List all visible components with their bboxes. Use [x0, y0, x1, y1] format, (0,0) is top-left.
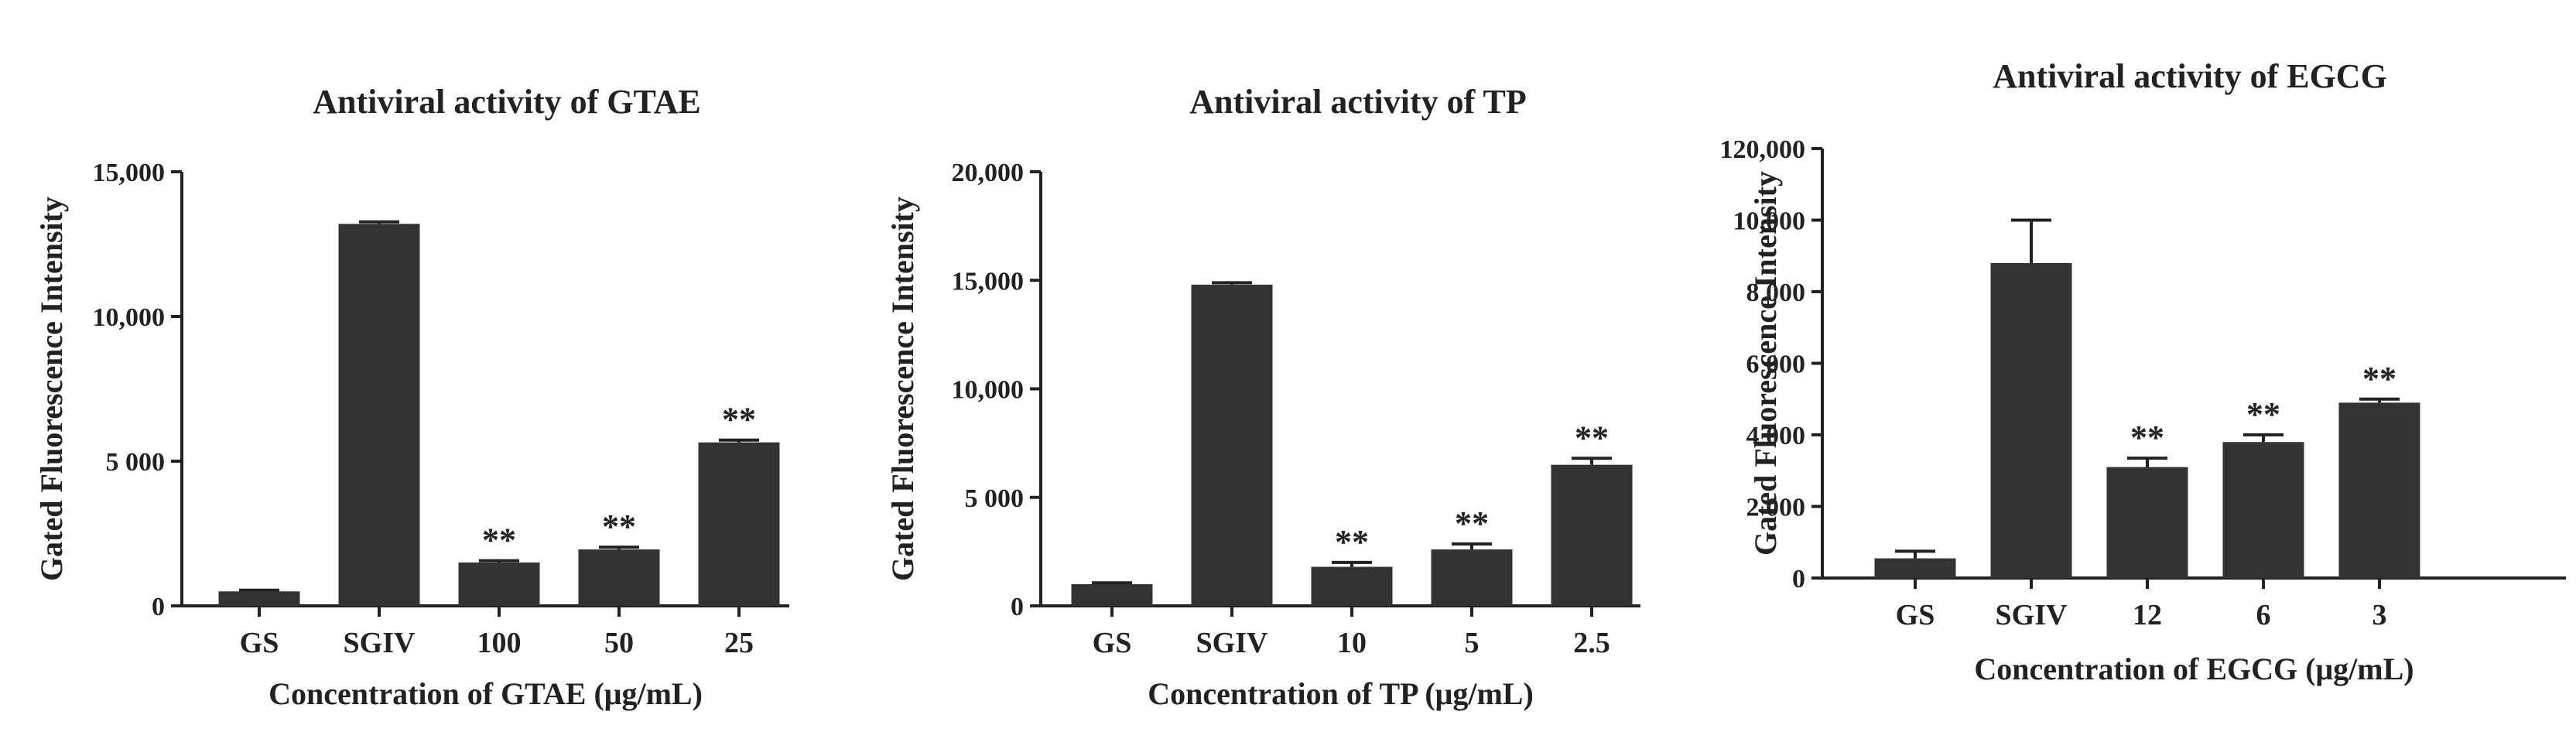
bar-GS	[1071, 583, 1153, 606]
y-tick-label: 6 000	[1746, 351, 1806, 379]
y-tick-label: 4 000	[1746, 422, 1806, 450]
x-tick-label: 12	[2133, 599, 2162, 631]
x-axis-label: Concentration of GTAE (μg/mL)	[269, 676, 703, 711]
x-tick-label: GS	[1896, 599, 1935, 631]
significance-marker: **	[1455, 505, 1489, 542]
x-tick-label: GS	[240, 627, 279, 659]
significance-marker: **	[602, 508, 636, 546]
bar-3	[2338, 402, 2420, 578]
x-axis-label: Concentration of EGCG (μg/mL)	[1974, 652, 2414, 686]
significance-marker: **	[2130, 419, 2164, 457]
x-tick-label: 2.5	[1573, 627, 1610, 659]
x-tick-label: 3	[2372, 599, 2387, 631]
chart-panel-2: Antiviral activity of TP Gated Fluorescen…	[885, 83, 1640, 711]
y-tick-label: 15,000	[93, 159, 166, 187]
y-tick-label: 10,000	[952, 376, 1025, 405]
y-tick-label: 120,000	[1720, 135, 1806, 164]
significance-marker: **	[1575, 419, 1609, 457]
x-tick-label: 100	[477, 627, 522, 659]
bar-100	[458, 562, 540, 606]
bar-GS	[1874, 558, 1956, 578]
y-tick-label: 5 000	[965, 484, 1025, 513]
y-tick-label: 10,000	[93, 303, 166, 332]
significance-marker: **	[2246, 395, 2280, 433]
y-axis-label: Gated Fluorescence Intensity	[34, 197, 69, 581]
y-axis-label: Gated Fluorescence Intensity	[885, 197, 920, 581]
bar-12	[2106, 467, 2188, 578]
x-tick-label: 10	[1337, 627, 1367, 659]
x-tick-label: SGIV	[1996, 599, 2068, 631]
bar-GS	[218, 591, 300, 606]
x-tick-label: GS	[1093, 627, 1132, 659]
y-tick-label: 5 000	[106, 448, 166, 477]
x-tick-label: 5	[1465, 627, 1480, 659]
x-tick-label: 25	[724, 627, 754, 659]
significance-marker: **	[722, 401, 756, 439]
y-tick-label: 0	[1792, 565, 1805, 593]
y-tick-label: 10,000	[1733, 207, 1806, 236]
chart-title: Antiviral activity of EGCG	[1993, 57, 2387, 95]
bar-SGIV	[1990, 263, 2072, 578]
bar-6	[2222, 442, 2304, 578]
y-tick-label: 2 000	[1746, 494, 1806, 522]
bar-10	[1311, 566, 1393, 606]
chart-panel-3: Antiviral activity of EGCG Gated Fluoresc…	[1720, 57, 2566, 686]
bar-25	[698, 442, 780, 606]
bar-2.5	[1551, 464, 1633, 606]
bar-50	[578, 549, 660, 606]
y-axis-label: Gated Fluorescence Intensity	[1748, 171, 1783, 556]
bar-SGIV	[338, 224, 420, 606]
chart-panel-1: Antiviral activity of GTAE Gated Fluoresc…	[34, 83, 789, 711]
y-tick-label: 20,000	[952, 159, 1025, 187]
bar-SGIV	[1191, 284, 1273, 606]
bar-5	[1431, 549, 1513, 606]
y-tick-label: 0	[152, 593, 165, 621]
significance-marker: **	[2362, 360, 2396, 398]
x-tick-label: SGIV	[344, 627, 416, 659]
significance-marker: **	[482, 522, 516, 559]
chart-title: Antiviral activity of TP	[1189, 83, 1526, 121]
chart-title: Antiviral activity of GTAE	[313, 83, 700, 121]
x-tick-label: 6	[2256, 599, 2271, 631]
x-tick-label: 50	[604, 627, 634, 659]
y-tick-label: 8 000	[1746, 279, 1806, 307]
y-tick-label: 0	[1011, 593, 1024, 621]
x-tick-label: SGIV	[1196, 627, 1268, 659]
x-axis-label: Concentration of TP (μg/mL)	[1148, 676, 1534, 711]
y-tick-label: 15,000	[952, 267, 1025, 296]
significance-marker: **	[1335, 523, 1369, 561]
